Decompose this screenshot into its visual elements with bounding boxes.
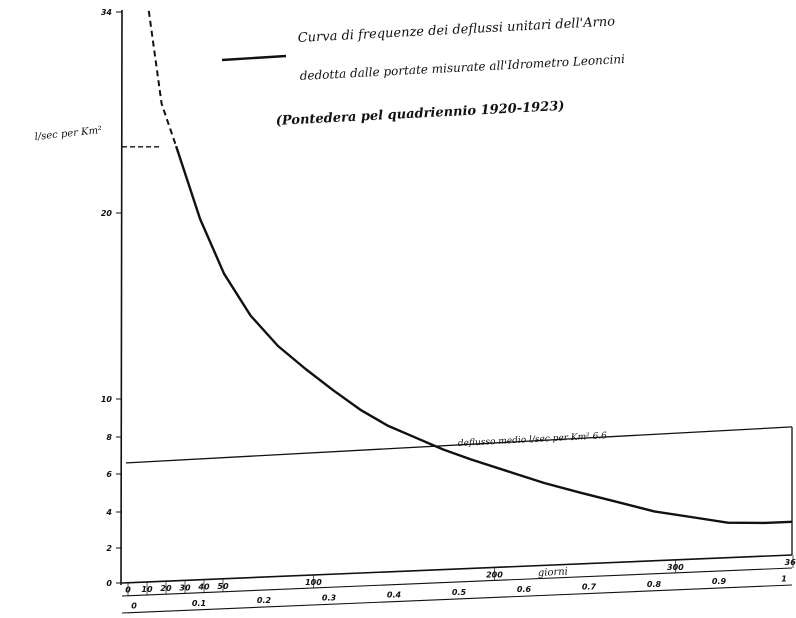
title-line-1: Curva di frequenze dei deflussi unitari … <box>297 14 615 46</box>
y-tick-label: 8 <box>106 433 112 442</box>
y-axis-label: l/sec per Km² <box>34 125 102 143</box>
y-tick-label: 0 <box>106 579 112 588</box>
x-tick-label-days: 300 <box>667 563 684 572</box>
mean-flow-line <box>125 426 793 464</box>
x-tick-label-days: 20 <box>160 584 172 593</box>
y-axis <box>120 9 123 586</box>
x-tick-label-days: 10 <box>141 585 153 594</box>
x-tick-label-fraction: 0.7 <box>582 582 597 591</box>
y-tick-label: 34 <box>101 8 113 17</box>
x-tick-label-days: 100 <box>305 578 322 587</box>
legend-line <box>221 54 287 62</box>
title-line-3: (Pontedera pel quadriennio 1920-1923) <box>275 99 564 129</box>
x-tick-label-fraction: 0.5 <box>452 588 467 597</box>
plot-area <box>122 10 793 555</box>
x-scale-line-days <box>121 567 793 597</box>
x-tick-label-fraction: 0.3 <box>322 593 337 602</box>
x-tick-label-fraction: 0.2 <box>257 596 272 605</box>
tick-labels: 0 2 4 6 8 10 20 34 0 10 20 30 40 50 100 200 300 365 0 0.1 0.… <box>101 8 796 610</box>
x-tick-label-days: 0 <box>125 586 131 595</box>
x-tick-label-days: 30 <box>179 583 191 592</box>
axes <box>116 9 794 614</box>
y-tick-label: 2 <box>106 544 112 553</box>
y-tick-label: 20 <box>101 209 113 218</box>
x-tick-label-fraction: 0.8 <box>647 580 662 589</box>
x-tick-label-fraction: 0.9 <box>712 577 727 586</box>
x-tick-label-days: 365 <box>785 558 796 567</box>
mean-flow-annotation: deflusso medio l/sec per Km² 6.6 <box>458 431 608 449</box>
x-tick-label-fraction: 0.1 <box>192 599 206 608</box>
y-tick-label: 6 <box>106 470 112 479</box>
x-tick-label-fraction: 1 <box>781 574 787 583</box>
x-tick-label-fraction: 0.6 <box>517 585 532 594</box>
x-tick-label-days: 200 <box>486 570 503 579</box>
x-scale-line-fraction <box>121 584 793 614</box>
series-line-extrapolated <box>147 10 178 147</box>
x-tick-label-days: 50 <box>217 582 229 591</box>
x-tick-label-fraction: 0.4 <box>387 591 402 600</box>
title-line-2: dedotta dalle portate misurate all'Idrom… <box>299 52 625 83</box>
y-tick-label: 10 <box>101 395 113 404</box>
y-tick-label: 4 <box>105 508 112 517</box>
x-tick-label-fraction: 0 <box>131 601 137 610</box>
x-tick-label-days: 40 <box>197 583 210 592</box>
x-axis-label: giorni <box>538 566 569 579</box>
x-axis <box>121 554 793 584</box>
series-line <box>174 145 793 525</box>
